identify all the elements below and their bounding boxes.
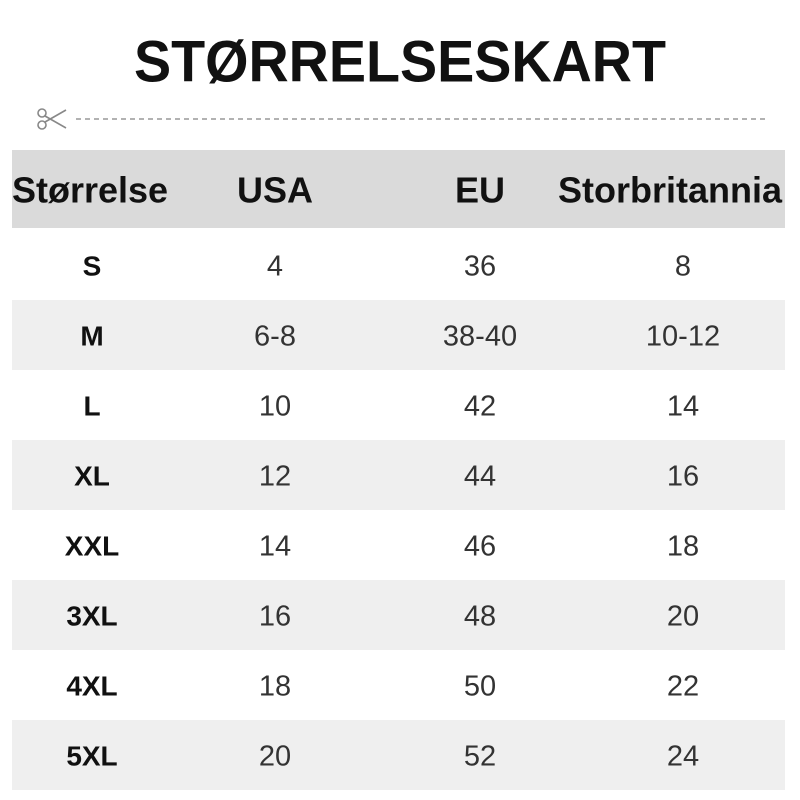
- size-value: 12: [259, 461, 291, 493]
- size-label: 3XL: [66, 600, 117, 631]
- size-value: 10: [259, 391, 291, 423]
- table: Størrelse USA EU Storbritannia S 4 36 8 M 6-8 38-4…: [12, 150, 785, 790]
- size-value: 52: [464, 741, 496, 773]
- size-value: 8: [675, 251, 691, 283]
- header-cell: Storbritannia: [558, 170, 783, 211]
- size-label: XL: [74, 460, 110, 491]
- size-value: 50: [464, 671, 496, 703]
- size-value: 14: [259, 531, 291, 563]
- size-value: 20: [259, 741, 291, 773]
- header-cell: USA: [237, 170, 313, 211]
- size-value: 20: [667, 601, 699, 633]
- title: STØRRELSESKART: [134, 29, 666, 94]
- scissors-icon: [37, 108, 67, 130]
- size-value: 10-12: [646, 321, 720, 353]
- size-label: M: [80, 320, 103, 351]
- size-label: S: [83, 250, 102, 281]
- row-band: [12, 580, 785, 650]
- row-band: [12, 440, 785, 510]
- row-band: [12, 300, 785, 370]
- size-value: 42: [464, 391, 496, 423]
- size-value: 22: [667, 671, 699, 703]
- header-row: [12, 150, 785, 228]
- row-band: [12, 720, 785, 790]
- size-label: 5XL: [66, 740, 117, 771]
- header-cell: EU: [455, 170, 505, 211]
- size-value: 6-8: [254, 321, 296, 353]
- size-value: 38-40: [443, 321, 517, 353]
- size-value: 44: [464, 461, 496, 493]
- size-label: L: [83, 390, 100, 421]
- size-value: 16: [667, 461, 699, 493]
- size-value: 18: [667, 531, 699, 563]
- size-value: 48: [464, 601, 496, 633]
- size-label: 4XL: [66, 670, 117, 701]
- header-cell: Størrelse: [12, 170, 168, 211]
- size-label: XXL: [65, 530, 119, 561]
- size-value: 36: [464, 251, 496, 283]
- size-value: 24: [667, 741, 699, 773]
- size-value: 46: [464, 531, 496, 563]
- size-value: 14: [667, 391, 699, 423]
- size-value: 18: [259, 671, 291, 703]
- size-value: 16: [259, 601, 291, 633]
- size-value: 4: [267, 251, 283, 283]
